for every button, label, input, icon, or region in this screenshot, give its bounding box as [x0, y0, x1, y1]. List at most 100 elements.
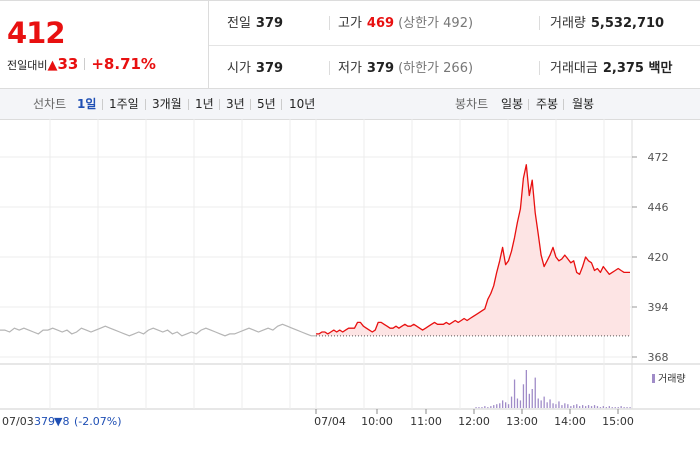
volume-bar: [519, 400, 522, 408]
info-row-2: 시가 379 저가 379 (하한가 266) 거래대금 2,375 백만: [209, 46, 700, 90]
volume-bar: [487, 407, 489, 409]
volume-bar: [549, 399, 551, 408]
volume-bar: [510, 396, 513, 408]
volume-bar: [502, 400, 504, 408]
high-price: 고가 469 (상한가 492): [338, 16, 474, 31]
x-tick-label: 11:00: [410, 415, 442, 428]
divider: [188, 99, 189, 110]
volume-bar: [579, 406, 581, 408]
prev-day-close: 379: [34, 415, 55, 428]
tab-period-3y[interactable]: 3년: [226, 97, 245, 111]
divider: [539, 61, 540, 75]
volume-bar: [593, 405, 596, 408]
divider: [563, 99, 564, 110]
prev-day-date: 07/03: [2, 415, 34, 428]
volume-bar: [570, 406, 572, 408]
low-price: 저가 379 (하한가 266): [338, 61, 474, 76]
x-tick-label: 12:00: [458, 415, 490, 428]
divider: [281, 99, 282, 110]
line-chart-label: 선차트: [33, 97, 67, 111]
tab-period-10y[interactable]: 10년: [289, 97, 316, 111]
divider: [84, 58, 86, 70]
volume-bar: [522, 384, 525, 409]
tab-period-3m[interactable]: 3개월: [152, 97, 182, 111]
volume-bar: [543, 396, 545, 408]
volume-bar: [611, 407, 613, 409]
volume-bar: [617, 407, 619, 409]
volume-bar: [493, 405, 495, 408]
volume-legend-label: 거래량: [658, 373, 686, 385]
volume-bar: [623, 407, 625, 409]
volume-bar: [540, 400, 542, 408]
volume-bar: [475, 407, 477, 409]
volume-bar: [590, 406, 593, 408]
volume-bar: [499, 403, 501, 409]
quote-header: 412 전일대비▲33 +8.71% 전일 379 고가 469 (상한가 492) 거…: [0, 0, 700, 89]
volume-bar: [576, 404, 578, 408]
tab-period-1d[interactable]: 1일: [77, 97, 97, 111]
volume-bar: [558, 401, 560, 408]
current-price: 412: [7, 16, 66, 50]
price-area-fill: [316, 164, 630, 336]
volume-bar: [626, 407, 628, 409]
volume-bar: [582, 405, 584, 408]
volume-bar: [513, 379, 516, 408]
prev-day-line: [0, 323, 316, 337]
volume-bar: [531, 389, 533, 408]
volume-bar: [587, 405, 590, 408]
volume-bar: [478, 407, 480, 409]
divider: [250, 99, 251, 110]
chart-tab-bar: 선차트 1일 1주일 3개월 1년 3년 5년 10년 봉차트 일봉 주봉 월봉: [0, 89, 700, 120]
volume-bar: [567, 404, 569, 408]
volume-bar: [573, 405, 575, 408]
candle-chart-label: 봉차트: [455, 97, 489, 111]
divider: [219, 99, 220, 110]
volume-bar: [605, 407, 607, 409]
volume-bar: [599, 407, 602, 409]
volume: 거래량 5,532,710: [550, 16, 665, 31]
volume-bar: [629, 407, 631, 409]
divider: [102, 99, 103, 110]
y-tick-label: 446: [648, 201, 669, 214]
volume-bar: [528, 393, 530, 409]
volume-bar: [555, 404, 557, 408]
tab-candle-monthly[interactable]: 월봉: [572, 97, 595, 111]
volume-bar: [585, 406, 587, 408]
tab-period-1y[interactable]: 1년: [195, 97, 214, 111]
volume-bar: [552, 403, 554, 409]
volume-bar: [620, 406, 622, 408]
y-tick-label: 394: [648, 301, 669, 314]
volume-bar: [608, 406, 610, 408]
tab-period-1w[interactable]: 1주일: [109, 97, 139, 111]
volume-bar: [484, 406, 486, 408]
price-change: 전일대비▲33 +8.71%: [7, 55, 156, 73]
divider: [329, 16, 330, 30]
volume-bar: [546, 402, 548, 408]
volume-bar: [505, 402, 507, 408]
price-summary: 412 전일대비▲33 +8.71%: [0, 1, 209, 89]
volume-bar: [525, 370, 527, 408]
x-tick-label: 14:00: [554, 415, 586, 428]
divider: [145, 99, 146, 110]
x-tick-label: 07/04: [314, 415, 346, 428]
x-tick-label: 10:00: [361, 415, 393, 428]
x-tick-label: 13:00: [506, 415, 538, 428]
divider: [329, 61, 330, 75]
y-tick-label: 472: [648, 151, 669, 164]
y-tick-label: 368: [648, 351, 669, 364]
volume-bar: [516, 398, 519, 408]
tab-candle-daily[interactable]: 일봉: [501, 97, 524, 111]
divider: [539, 16, 540, 30]
x-tick-label: 15:00: [602, 415, 634, 428]
change-label: 전일대비: [7, 59, 48, 72]
tab-candle-weekly[interactable]: 주봉: [536, 97, 559, 111]
prev-day-change: ▼8: [54, 415, 69, 428]
tab-period-5y[interactable]: 5년: [257, 97, 276, 111]
change-percent: +8.71%: [91, 55, 156, 73]
price-line: [316, 164, 630, 335]
volume-bar: [537, 398, 539, 408]
volume-bar: [614, 407, 616, 409]
volume-bar: [496, 404, 498, 408]
open-price: 시가 379: [227, 61, 284, 76]
